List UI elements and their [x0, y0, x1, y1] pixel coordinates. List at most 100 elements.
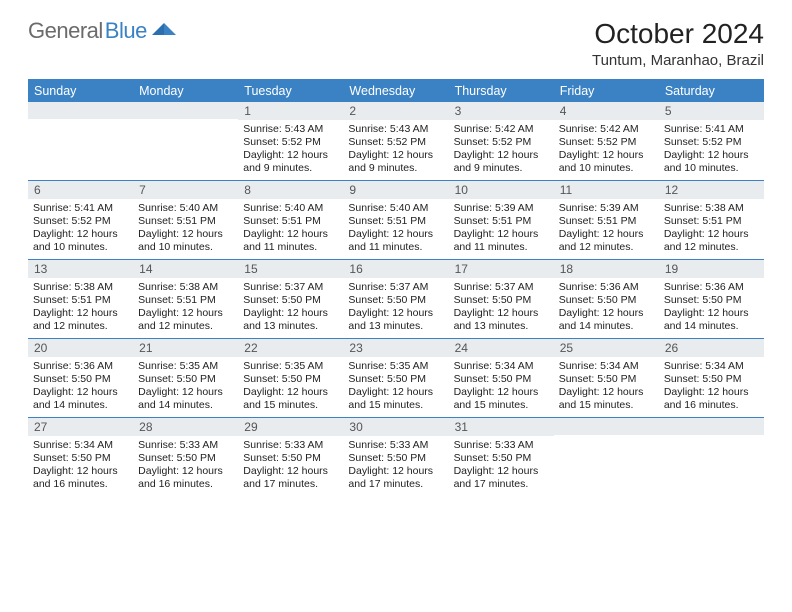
day-text-line: Sunset: 5:50 PM [348, 452, 443, 465]
day-text-line: Sunrise: 5:36 AM [33, 360, 128, 373]
day-text-line: Daylight: 12 hours [559, 149, 654, 162]
day-text-line: and 9 minutes. [454, 162, 549, 175]
day-text-line: Daylight: 12 hours [243, 307, 338, 320]
day-number [554, 418, 659, 435]
day-text: Sunrise: 5:40 AMSunset: 5:51 PMDaylight:… [343, 199, 448, 259]
day-number: 12 [659, 181, 764, 199]
day-text-line: Sunset: 5:51 PM [33, 294, 128, 307]
day-text-line: Sunrise: 5:33 AM [454, 439, 549, 452]
day-text-line: and 15 minutes. [454, 399, 549, 412]
day-text-line: Sunset: 5:51 PM [138, 215, 233, 228]
day-text-line: Daylight: 12 hours [33, 465, 128, 478]
day-cell: 25Sunrise: 5:34 AMSunset: 5:50 PMDayligh… [554, 339, 659, 417]
day-text-line: Sunset: 5:50 PM [243, 373, 338, 386]
day-text-line: Sunrise: 5:34 AM [33, 439, 128, 452]
day-text-line: Sunrise: 5:33 AM [348, 439, 443, 452]
day-cell: 9Sunrise: 5:40 AMSunset: 5:51 PMDaylight… [343, 181, 448, 259]
day-text-line: Sunrise: 5:43 AM [243, 123, 338, 136]
day-cell [554, 418, 659, 496]
day-text-line: Sunset: 5:51 PM [138, 294, 233, 307]
day-text-line: Daylight: 12 hours [33, 307, 128, 320]
day-text-line: and 10 minutes. [559, 162, 654, 175]
day-text-line: Sunrise: 5:37 AM [348, 281, 443, 294]
day-number: 19 [659, 260, 764, 278]
week-row: 1Sunrise: 5:43 AMSunset: 5:52 PMDaylight… [28, 102, 764, 180]
day-text-line: Sunrise: 5:42 AM [559, 123, 654, 136]
day-text-line: Daylight: 12 hours [664, 386, 759, 399]
day-number: 25 [554, 339, 659, 357]
day-number: 2 [343, 102, 448, 120]
day-number: 18 [554, 260, 659, 278]
day-cell: 4Sunrise: 5:42 AMSunset: 5:52 PMDaylight… [554, 102, 659, 180]
day-cell: 20Sunrise: 5:36 AMSunset: 5:50 PMDayligh… [28, 339, 133, 417]
day-text: Sunrise: 5:38 AMSunset: 5:51 PMDaylight:… [133, 278, 238, 338]
day-text-line: Sunset: 5:50 PM [33, 452, 128, 465]
day-text: Sunrise: 5:37 AMSunset: 5:50 PMDaylight:… [449, 278, 554, 338]
day-text-line: Sunrise: 5:38 AM [664, 202, 759, 215]
day-text-line: and 12 minutes. [559, 241, 654, 254]
day-cell: 1Sunrise: 5:43 AMSunset: 5:52 PMDaylight… [238, 102, 343, 180]
day-number: 11 [554, 181, 659, 199]
day-number [133, 102, 238, 119]
day-cell: 10Sunrise: 5:39 AMSunset: 5:51 PMDayligh… [449, 181, 554, 259]
month-title: October 2024 [592, 18, 764, 50]
day-text: Sunrise: 5:43 AMSunset: 5:52 PMDaylight:… [238, 120, 343, 180]
day-text-line: Sunset: 5:52 PM [348, 136, 443, 149]
day-number: 29 [238, 418, 343, 436]
day-number [28, 102, 133, 119]
day-cell: 31Sunrise: 5:33 AMSunset: 5:50 PMDayligh… [449, 418, 554, 496]
day-cell: 12Sunrise: 5:38 AMSunset: 5:51 PMDayligh… [659, 181, 764, 259]
day-cell: 28Sunrise: 5:33 AMSunset: 5:50 PMDayligh… [133, 418, 238, 496]
day-text-line: Sunset: 5:50 PM [138, 452, 233, 465]
day-text-line: Sunset: 5:50 PM [664, 373, 759, 386]
day-text-line: Daylight: 12 hours [454, 149, 549, 162]
day-cell: 7Sunrise: 5:40 AMSunset: 5:51 PMDaylight… [133, 181, 238, 259]
day-text: Sunrise: 5:36 AMSunset: 5:50 PMDaylight:… [659, 278, 764, 338]
day-number: 4 [554, 102, 659, 120]
day-text: Sunrise: 5:33 AMSunset: 5:50 PMDaylight:… [449, 436, 554, 496]
day-text: Sunrise: 5:35 AMSunset: 5:50 PMDaylight:… [238, 357, 343, 417]
day-text: Sunrise: 5:40 AMSunset: 5:51 PMDaylight:… [133, 199, 238, 259]
day-text-line: Daylight: 12 hours [664, 149, 759, 162]
day-text: Sunrise: 5:33 AMSunset: 5:50 PMDaylight:… [343, 436, 448, 496]
day-number: 15 [238, 260, 343, 278]
day-text [28, 119, 133, 126]
day-text-line: Sunset: 5:50 PM [664, 294, 759, 307]
day-number: 21 [133, 339, 238, 357]
day-text-line: Daylight: 12 hours [454, 386, 549, 399]
day-text: Sunrise: 5:39 AMSunset: 5:51 PMDaylight:… [554, 199, 659, 259]
day-text-line: and 15 minutes. [243, 399, 338, 412]
day-text-line: Sunset: 5:52 PM [243, 136, 338, 149]
day-number: 8 [238, 181, 343, 199]
week-row: 27Sunrise: 5:34 AMSunset: 5:50 PMDayligh… [28, 417, 764, 496]
day-number: 26 [659, 339, 764, 357]
day-cell: 29Sunrise: 5:33 AMSunset: 5:50 PMDayligh… [238, 418, 343, 496]
day-cell: 30Sunrise: 5:33 AMSunset: 5:50 PMDayligh… [343, 418, 448, 496]
day-number: 13 [28, 260, 133, 278]
day-text-line: Sunset: 5:50 PM [348, 294, 443, 307]
day-text-line: Sunset: 5:50 PM [348, 373, 443, 386]
day-text: Sunrise: 5:36 AMSunset: 5:50 PMDaylight:… [554, 278, 659, 338]
day-cell: 8Sunrise: 5:40 AMSunset: 5:51 PMDaylight… [238, 181, 343, 259]
day-number: 30 [343, 418, 448, 436]
day-text-line: Daylight: 12 hours [33, 228, 128, 241]
day-text-line: and 15 minutes. [559, 399, 654, 412]
day-text-line: Sunset: 5:50 PM [559, 373, 654, 386]
day-cell: 6Sunrise: 5:41 AMSunset: 5:52 PMDaylight… [28, 181, 133, 259]
day-text: Sunrise: 5:38 AMSunset: 5:51 PMDaylight:… [659, 199, 764, 259]
day-text: Sunrise: 5:41 AMSunset: 5:52 PMDaylight:… [28, 199, 133, 259]
day-text: Sunrise: 5:34 AMSunset: 5:50 PMDaylight:… [449, 357, 554, 417]
day-text: Sunrise: 5:43 AMSunset: 5:52 PMDaylight:… [343, 120, 448, 180]
day-number: 28 [133, 418, 238, 436]
day-text-line: Sunrise: 5:34 AM [454, 360, 549, 373]
day-text-line: Sunrise: 5:41 AM [664, 123, 759, 136]
week-row: 20Sunrise: 5:36 AMSunset: 5:50 PMDayligh… [28, 338, 764, 417]
title-block: October 2024 Tuntum, Maranhao, Brazil [592, 18, 764, 69]
day-number: 20 [28, 339, 133, 357]
day-text-line: and 14 minutes. [138, 399, 233, 412]
day-text-line: and 10 minutes. [33, 241, 128, 254]
day-text: Sunrise: 5:33 AMSunset: 5:50 PMDaylight:… [133, 436, 238, 496]
day-text-line: and 9 minutes. [348, 162, 443, 175]
day-text-line: Daylight: 12 hours [348, 465, 443, 478]
day-text-line: and 14 minutes. [33, 399, 128, 412]
